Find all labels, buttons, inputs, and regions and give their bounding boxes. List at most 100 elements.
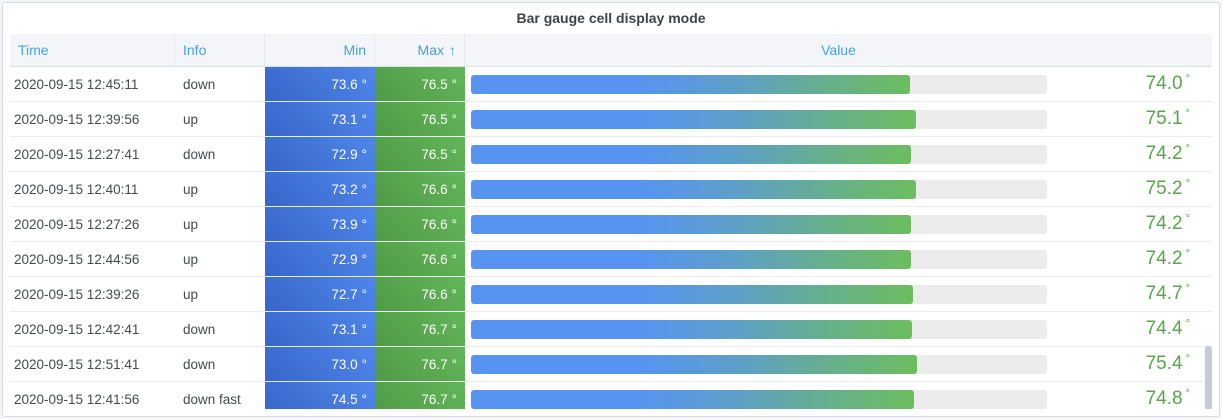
- max-cell: 76.7 °: [375, 312, 465, 346]
- min-cell: 72.9 °: [265, 242, 375, 276]
- info-cell: down: [183, 356, 216, 372]
- time-cell: 2020-09-15 12:44:56: [14, 251, 140, 267]
- value-gauge-cell: 74.0 °: [465, 67, 1212, 101]
- value-gauge-cell: 74.8 °: [465, 382, 1212, 409]
- table-row: 2020-09-15 12:39:56 up 73.1 ° 76.5 ° 75.1 °: [10, 102, 1212, 137]
- value-gauge-cell: 74.2 °: [465, 207, 1212, 241]
- max-cell: 76.6 °: [375, 172, 465, 206]
- min-cell: 73.1 °: [265, 312, 375, 346]
- min-cell: 72.9 °: [265, 137, 375, 171]
- gauge-value: 74.2 °: [1145, 212, 1190, 235]
- min-cell: 73.0 °: [265, 347, 375, 381]
- bar-gauge-fill: [471, 355, 918, 374]
- value-gauge-cell: 74.2 °: [465, 242, 1212, 276]
- gauge-value: 74.2 °: [1145, 247, 1190, 270]
- table-header-row: Time Info Min Max ↑ Value: [10, 34, 1212, 67]
- bar-gauge-track: [471, 355, 1047, 374]
- max-cell: 76.7 °: [375, 382, 465, 409]
- max-cell: 76.7 °: [375, 347, 465, 381]
- info-cell: down: [183, 146, 216, 162]
- info-cell: down: [183, 321, 216, 337]
- column-header-min[interactable]: Min: [265, 34, 375, 66]
- table-row: 2020-09-15 12:27:26 up 73.9 ° 76.6 ° 74.2 °: [10, 207, 1212, 242]
- table-row: 2020-09-15 12:42:41 down 73.1 ° 76.7 ° 74.…: [10, 312, 1212, 347]
- bar-gauge-track: [471, 75, 1047, 94]
- max-cell: 76.6 °: [375, 207, 465, 241]
- table-row: 2020-09-15 12:45:11 down 73.6 ° 76.5 ° 74.…: [10, 67, 1212, 102]
- max-cell: 76.6 °: [375, 242, 465, 276]
- column-header-max[interactable]: Max ↑: [375, 34, 465, 66]
- bar-gauge-track: [471, 390, 1047, 409]
- gauge-value: 74.7 °: [1145, 282, 1190, 305]
- info-cell: down fast: [183, 391, 241, 407]
- value-gauge-cell: 74.7 °: [465, 277, 1212, 311]
- bar-gauge-track: [471, 215, 1047, 234]
- max-cell: 76.6 °: [375, 277, 465, 311]
- time-cell: 2020-09-15 12:40:11: [14, 181, 139, 197]
- table-row: 2020-09-15 12:27:41 down 72.9 ° 76.5 ° 74.…: [10, 137, 1212, 172]
- value-gauge-cell: 74.2 °: [465, 137, 1212, 171]
- info-cell: up: [183, 216, 199, 232]
- time-cell: 2020-09-15 12:39:26: [14, 286, 140, 302]
- min-cell: 73.2 °: [265, 172, 375, 206]
- gauge-value: 74.0 °: [1145, 72, 1190, 95]
- time-cell: 2020-09-15 12:45:11: [14, 76, 139, 92]
- bar-gauge-track: [471, 110, 1047, 129]
- sort-ascending-icon: ↑: [449, 42, 456, 58]
- column-header-value[interactable]: Value: [821, 42, 856, 58]
- table-row: 2020-09-15 12:44:56 up 72.9 ° 76.6 ° 74.2 °: [10, 242, 1212, 277]
- info-cell: down: [183, 76, 216, 92]
- min-cell: 72.7 °: [265, 277, 375, 311]
- table-row: 2020-09-15 12:41:56 down fast 74.5 ° 76.7…: [10, 382, 1212, 409]
- min-cell: 73.1 °: [265, 102, 375, 136]
- info-cell: up: [183, 251, 199, 267]
- bar-gauge-track: [471, 285, 1047, 304]
- bar-gauge-track: [471, 250, 1047, 269]
- max-cell: 76.5 °: [375, 102, 465, 136]
- gauge-value: 75.1 °: [1145, 107, 1190, 130]
- panel-title: Bar gauge cell display mode: [516, 10, 706, 26]
- bar-gauge-fill: [471, 145, 912, 164]
- gauge-value: 75.2 °: [1145, 177, 1190, 200]
- value-gauge-cell: 75.2 °: [465, 172, 1212, 206]
- bar-gauge-track: [471, 320, 1047, 339]
- time-cell: 2020-09-15 12:27:41: [14, 146, 140, 162]
- time-cell: 2020-09-15 12:39:56: [14, 111, 140, 127]
- min-cell: 74.5 °: [265, 382, 375, 409]
- info-cell: up: [183, 286, 199, 302]
- bar-gauge-fill: [471, 285, 914, 304]
- table: Time Info Min Max ↑ Value 2020-09-15 12:…: [10, 34, 1212, 409]
- vertical-scrollbar-thumb[interactable]: [1205, 346, 1212, 409]
- info-cell: up: [183, 111, 199, 127]
- bar-gauge-fill: [471, 250, 912, 269]
- table-row: 2020-09-15 12:39:26 up 72.7 ° 76.6 ° 74.7 °: [10, 277, 1212, 312]
- gauge-value: 74.2 °: [1145, 142, 1190, 165]
- info-cell: up: [183, 181, 199, 197]
- min-cell: 73.9 °: [265, 207, 375, 241]
- bar-gauge-fill: [471, 320, 913, 339]
- column-header-info[interactable]: Info: [175, 34, 265, 66]
- min-cell: 73.6 °: [265, 67, 375, 101]
- time-cell: 2020-09-15 12:27:26: [14, 216, 140, 232]
- max-cell: 76.5 °: [375, 67, 465, 101]
- bar-gauge-fill: [471, 110, 916, 129]
- bar-gauge-track: [471, 145, 1047, 164]
- bar-gauge-fill: [471, 75, 910, 94]
- gauge-value: 74.8 °: [1145, 387, 1190, 409]
- value-gauge-cell: 75.1 °: [465, 102, 1212, 136]
- value-gauge-cell: 75.4 °: [465, 347, 1212, 381]
- column-header-time[interactable]: Time: [10, 34, 175, 66]
- time-cell: 2020-09-15 12:42:41: [14, 321, 140, 337]
- time-cell: 2020-09-15 12:41:56: [14, 391, 140, 407]
- table-row: 2020-09-15 12:51:41 down 73.0 ° 76.7 ° 75.…: [10, 347, 1212, 382]
- time-cell: 2020-09-15 12:51:41: [14, 356, 140, 372]
- bar-gauge-fill: [471, 390, 914, 409]
- value-gauge-cell: 74.4 °: [465, 312, 1212, 346]
- table-row: 2020-09-15 12:40:11 up 73.2 ° 76.6 ° 75.2 °: [10, 172, 1212, 207]
- bar-gauge-fill: [471, 180, 917, 199]
- bar-gauge-track: [471, 180, 1047, 199]
- gauge-value: 74.4 °: [1145, 317, 1190, 340]
- gauge-value: 75.4 °: [1145, 352, 1190, 375]
- bar-gauge-fill: [471, 215, 912, 234]
